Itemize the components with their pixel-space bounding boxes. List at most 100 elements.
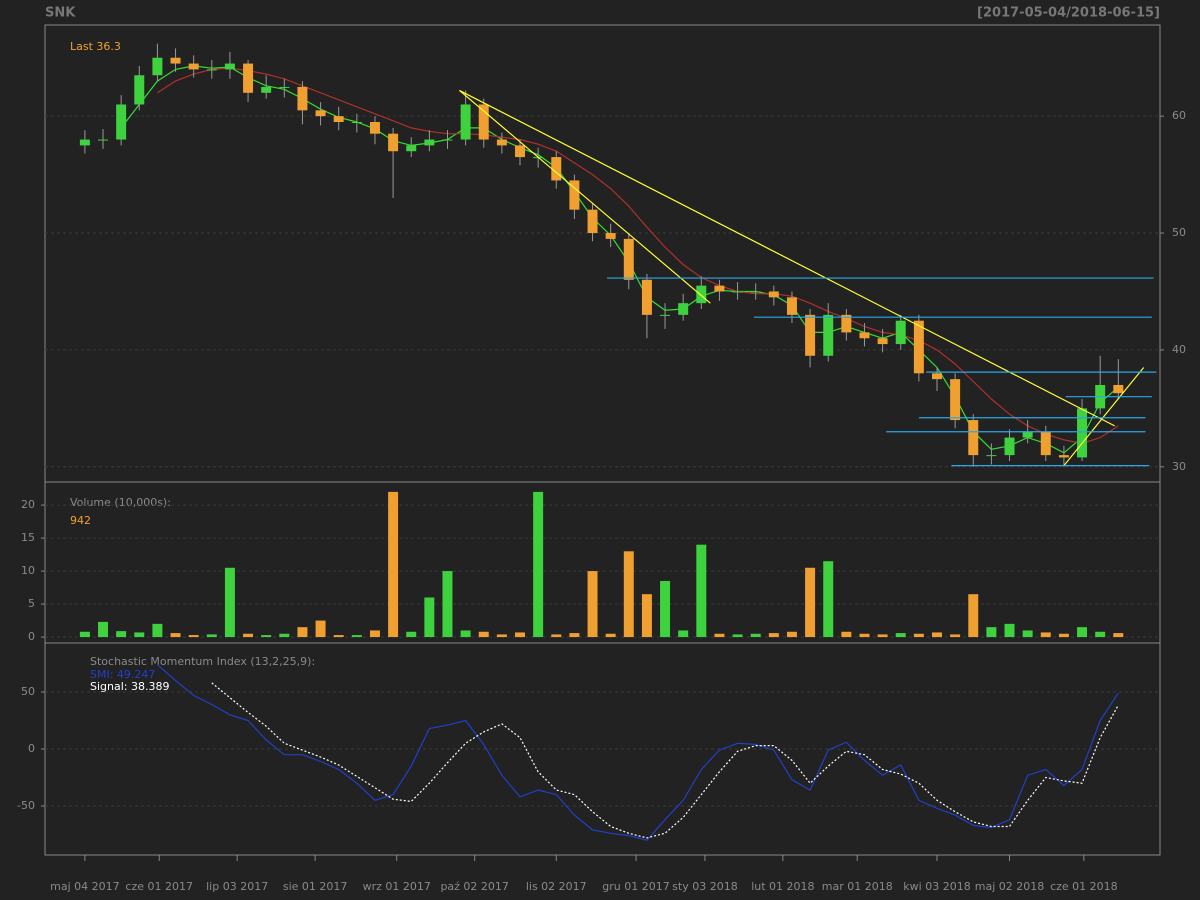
candle-body [732, 291, 743, 293]
volume-bar [696, 544, 707, 638]
candle-body [170, 57, 181, 64]
x-tick-label: cze 01 2017 [125, 880, 193, 893]
volume-bar [188, 635, 199, 638]
candle-body [841, 314, 852, 333]
candle-body [950, 379, 961, 421]
chart-title: SNK [45, 6, 76, 21]
candle-body [623, 238, 634, 280]
candle-body [1022, 431, 1033, 438]
indicator-line [211, 682, 1119, 839]
volume-bar [170, 633, 181, 638]
last-volume: 942 [70, 514, 91, 527]
indicator-line [157, 664, 1119, 841]
volume-bar [533, 491, 544, 638]
x-tick-label: maj 04 2017 [50, 880, 120, 893]
candle-body [678, 303, 689, 315]
volume-bar [859, 633, 870, 638]
volume-bar [623, 551, 634, 638]
date-range: [2017-05-04/2018-06-15] [977, 6, 1160, 21]
candle-body [188, 63, 199, 70]
volume-bar [152, 623, 163, 638]
candle-body [551, 157, 562, 181]
volume-bar [442, 571, 453, 638]
candle-body [932, 373, 942, 380]
candle-body [605, 233, 616, 239]
volume-bar [224, 567, 235, 638]
volume-bar [841, 631, 852, 638]
volume-bar [134, 632, 145, 638]
y-tick-label: 40 [1172, 343, 1186, 356]
y-tick-label: 50 [21, 685, 35, 698]
trendline [459, 89, 711, 304]
volume-bar [351, 635, 362, 638]
candle-body [442, 139, 453, 141]
candle-body [986, 455, 997, 457]
candle-body [859, 332, 870, 339]
volume-bar [333, 635, 344, 638]
x-tick-label: lis 02 2017 [526, 880, 587, 893]
volume-bar [823, 561, 834, 638]
volume-bar [569, 633, 580, 638]
candle-body [351, 122, 362, 124]
candle-body [968, 420, 979, 456]
candle-body [261, 86, 272, 93]
candle-body [895, 320, 906, 345]
legend-entry: SMI: 49.247 [90, 668, 155, 681]
volume-bar [1004, 623, 1015, 638]
plot-frame [44, 24, 1161, 856]
y-tick-label: 10 [21, 564, 35, 577]
x-tick-label: cze 01 2018 [1050, 880, 1118, 893]
candle-body [224, 63, 235, 70]
candle-body [569, 180, 580, 210]
volume-bar [913, 633, 924, 638]
y-tick-label: 60 [1172, 109, 1186, 122]
y-tick-label: 5 [28, 597, 35, 610]
volume-bar [750, 633, 761, 638]
candle-body [116, 104, 127, 140]
volume-bar [424, 597, 435, 638]
volume-bar [1095, 631, 1106, 638]
volume-bar [369, 630, 380, 638]
candle-body [406, 145, 417, 152]
volume-bar [1022, 630, 1033, 638]
volume-bar [243, 633, 254, 638]
volume-bar [986, 627, 997, 638]
candle-body [460, 104, 471, 140]
x-tick-label: sty 03 2018 [672, 880, 738, 893]
y-tick-label: 15 [21, 531, 35, 544]
volume-bar [261, 635, 272, 638]
volume-bar [406, 631, 417, 638]
legend-entry: Signal: 38.389 [90, 680, 169, 693]
x-tick-label: kwi 03 2018 [903, 880, 970, 893]
volume-bar [478, 631, 489, 638]
x-tick-label: sie 01 2017 [283, 880, 348, 893]
volume-bar [641, 594, 652, 638]
candle-body [587, 209, 598, 234]
y-tick-label: 30 [1172, 460, 1186, 473]
candle-body [79, 139, 90, 146]
volume-bar [515, 632, 525, 638]
volume-bar [950, 634, 961, 638]
volume-bar [116, 631, 127, 638]
candle-body [369, 122, 380, 134]
candle-body [696, 285, 707, 304]
volume-bar [460, 630, 471, 638]
candle-body [134, 75, 145, 105]
candle-body [388, 133, 399, 152]
candle-body [913, 320, 924, 374]
x-tick-label: mar 01 2018 [822, 880, 893, 893]
volume-bar [732, 634, 743, 638]
candle-body [333, 116, 344, 123]
candle-body [424, 139, 435, 146]
volume-bar [206, 634, 217, 638]
candle-body [1077, 408, 1088, 458]
volume-bar [98, 621, 109, 638]
candle-body [152, 57, 163, 76]
volume-bar [315, 620, 326, 638]
candle-body [98, 139, 109, 141]
volume-bar [1058, 633, 1069, 638]
x-tick-label: wrz 01 2017 [363, 880, 431, 893]
volume-bar [1113, 633, 1124, 638]
candle-body [877, 338, 888, 345]
candle-body [515, 145, 525, 158]
